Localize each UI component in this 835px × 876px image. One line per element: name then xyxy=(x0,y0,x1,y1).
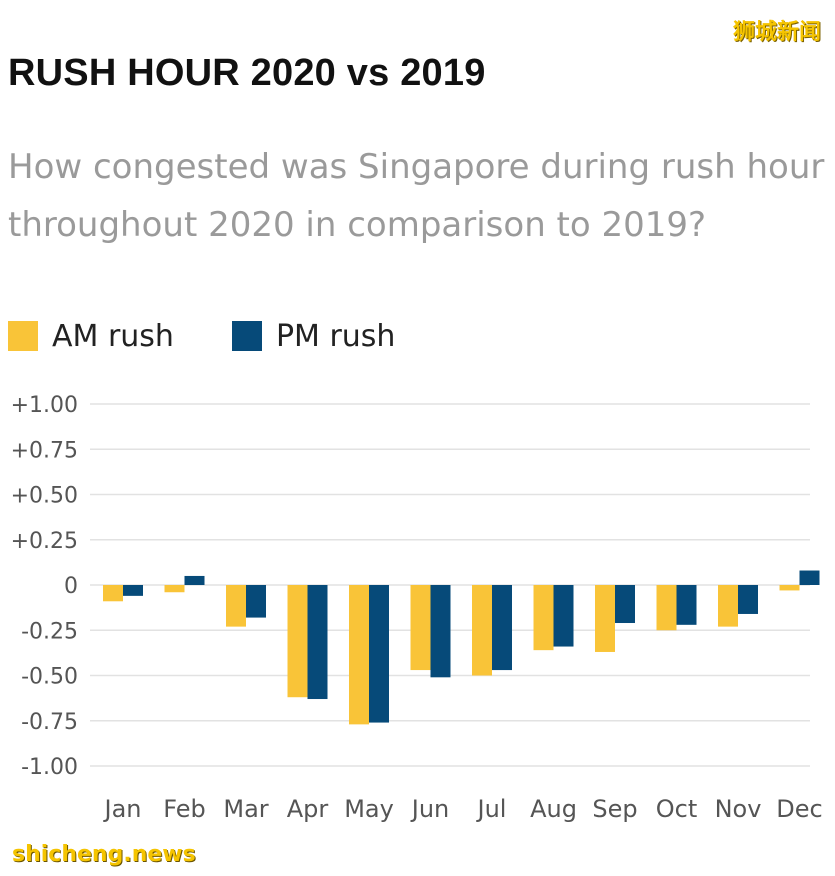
bar-pm xyxy=(615,585,635,624)
y-tick-label: 0 xyxy=(64,574,78,599)
legend-label-pm: PM rush xyxy=(275,318,396,354)
bar-am xyxy=(410,585,431,671)
legend: AM rush PM rush xyxy=(8,316,453,356)
bar-chart: +1.00 +0.75 +0.50 +0.25 0 -0.25 -0.50 -0.75 -1.0… xyxy=(11,393,823,823)
x-tick-label: Apr xyxy=(287,795,329,823)
bar-pm xyxy=(676,585,697,625)
y-tick-label: -0.75 xyxy=(21,710,78,735)
bar-pm xyxy=(184,575,205,585)
y-tick-label: +0.50 xyxy=(11,484,78,509)
y-tick-label: +0.75 xyxy=(11,438,78,463)
bar-am xyxy=(718,585,738,627)
bar-am xyxy=(472,585,492,676)
bar-pm xyxy=(430,585,451,678)
bar-am xyxy=(349,585,369,725)
bar-am xyxy=(103,585,123,602)
bar-pm xyxy=(307,585,328,700)
bar-pm xyxy=(246,585,266,618)
x-tick-label: Oct xyxy=(656,795,698,823)
x-tick-label: Aug xyxy=(530,795,577,823)
chart-title: RUSH HOUR 2020 vs 2019 xyxy=(8,52,486,94)
legend-item-pm: PM rush xyxy=(231,318,396,354)
x-tick-label: Jul xyxy=(476,795,507,823)
y-tick-label: -0.50 xyxy=(21,665,78,690)
chart-subtitle: How congested was Singapore during rush … xyxy=(8,147,825,245)
x-tick-label: Jun xyxy=(410,795,450,823)
x-tick-label: May xyxy=(344,795,394,823)
bar-pm xyxy=(123,585,143,596)
x-tick-label: Nov xyxy=(715,795,762,823)
x-tick-label: Sep xyxy=(592,795,637,823)
bar-am xyxy=(779,585,800,591)
bar-pm xyxy=(738,585,758,614)
bar-am xyxy=(226,585,246,627)
bar-pm xyxy=(553,585,574,647)
bar-pm xyxy=(369,585,389,723)
y-tick-label: -0.25 xyxy=(21,619,78,644)
watermark-bottom: shicheng.news xyxy=(12,842,196,867)
x-tick-label: Feb xyxy=(163,795,206,823)
y-tick-label: -1.00 xyxy=(21,755,78,780)
x-tick-label: Mar xyxy=(223,795,268,823)
bar-pm xyxy=(492,585,512,671)
y-tick-label: +0.25 xyxy=(11,529,78,554)
watermark-top: 狮城新闻 xyxy=(732,20,821,45)
bar-am xyxy=(164,585,185,593)
bar-am xyxy=(595,585,615,652)
bar-am xyxy=(533,585,554,651)
bar-pm xyxy=(799,570,820,585)
legend-label-am: AM rush xyxy=(52,318,174,354)
legend-item-am: AM rush xyxy=(8,319,174,354)
bar-am xyxy=(287,585,308,698)
x-tick-label: Dec xyxy=(776,795,822,823)
x-tick-label: Jan xyxy=(103,795,142,823)
legend-swatch-pm xyxy=(231,321,262,351)
y-tick-label: +1.00 xyxy=(11,393,78,418)
legend-swatch-am xyxy=(8,321,38,351)
bar-am xyxy=(656,585,677,631)
